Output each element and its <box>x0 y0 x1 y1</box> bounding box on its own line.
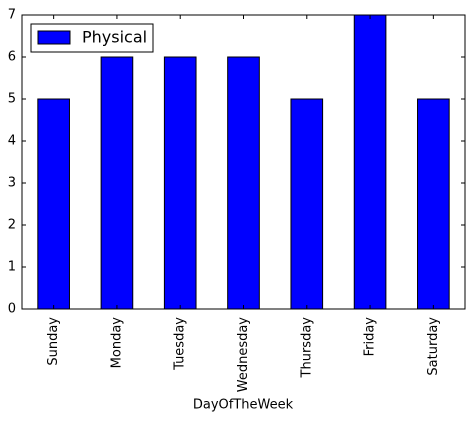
bar <box>227 56 260 310</box>
x-tick-label: Saturday <box>426 317 441 376</box>
legend-swatch <box>37 30 71 45</box>
y-tick-label: 4 <box>8 134 16 149</box>
bar <box>37 98 70 310</box>
x-tick-label: Tuesday <box>173 317 188 371</box>
legend-label: Physical <box>82 28 147 47</box>
y-tick-label: 1 <box>8 260 16 275</box>
bar <box>290 98 324 310</box>
y-tick-label: 3 <box>8 176 16 191</box>
x-tick-label: Thursday <box>299 317 314 379</box>
y-tick-label: 5 <box>8 92 16 107</box>
x-tick-label: Sunday <box>46 317 61 366</box>
y-tick-label: 0 <box>8 302 16 317</box>
bar <box>100 56 134 310</box>
bar <box>417 98 450 310</box>
x-tick-label: Monday <box>109 317 124 369</box>
y-tick-label: 7 <box>8 8 16 23</box>
y-tick-label: 2 <box>8 218 16 233</box>
bar <box>353 14 387 310</box>
x-axis-label: DayOfTheWeek <box>193 398 294 413</box>
bar <box>163 56 197 310</box>
y-tick-label: 6 <box>8 50 16 65</box>
x-tick-label: Wednesday <box>236 317 251 393</box>
x-tick-label: Friday <box>363 317 378 357</box>
plot-frame <box>21 14 466 310</box>
